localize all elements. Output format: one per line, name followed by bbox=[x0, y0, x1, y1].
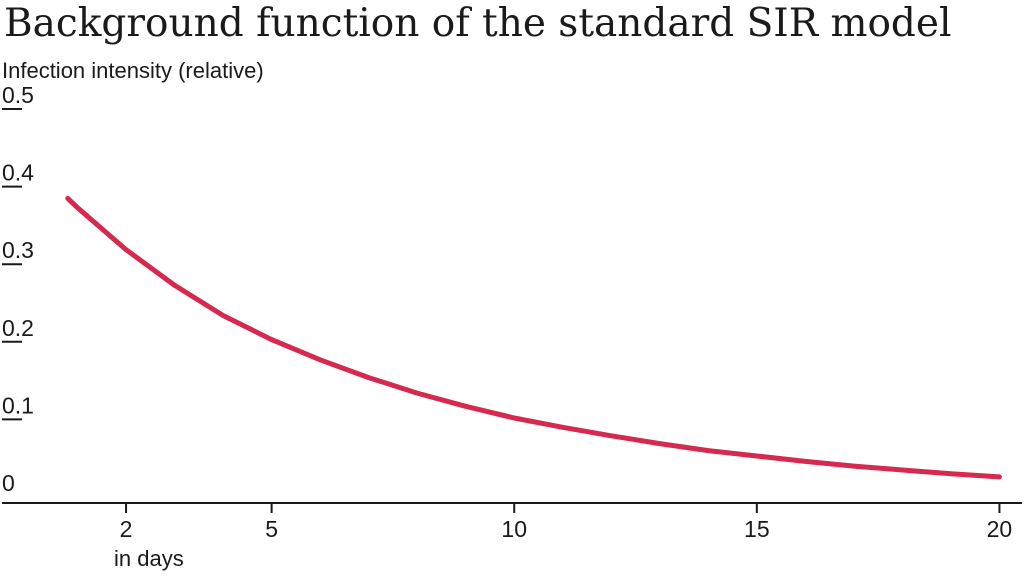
series-layer bbox=[65, 195, 1002, 480]
x-tick-label: 5 bbox=[265, 516, 278, 542]
y-tick-label: 0.5 bbox=[2, 82, 34, 108]
x-tick-label: 15 bbox=[744, 516, 770, 542]
x-tick-label: 20 bbox=[987, 516, 1013, 542]
y-tick-label: 0.1 bbox=[2, 392, 34, 418]
x-tick-label: 2 bbox=[120, 516, 133, 542]
y-axis-ticks: 0 0.1 0.2 0.3 0.4 0.5 bbox=[2, 82, 34, 496]
x-tick-label: 10 bbox=[501, 516, 527, 542]
y-tick-label: 0.4 bbox=[2, 160, 34, 186]
y-tick-label: 0 bbox=[2, 470, 15, 496]
y-axis-label: Infection intensity (relative) bbox=[2, 58, 264, 83]
chart-title: Background function of the standard SIR … bbox=[4, 1, 952, 46]
y-tick-label: 0.2 bbox=[2, 315, 34, 341]
x-axis-ticks: 2 5 10 15 20 bbox=[120, 503, 1013, 542]
y-tick-label: 0.3 bbox=[2, 237, 34, 263]
x-axis-label: in days bbox=[114, 546, 184, 571]
series-line bbox=[65, 195, 1002, 480]
